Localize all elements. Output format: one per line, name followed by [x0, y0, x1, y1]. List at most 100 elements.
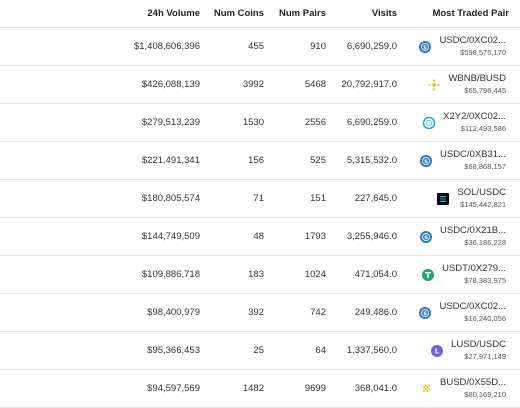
usdc-icon: $ [419, 306, 432, 319]
table-body: $1,408,606,396 455 910 6,690,259.0 $ USD… [0, 28, 520, 408]
pair-volume: $598,575,170 [460, 47, 506, 57]
usdc-icon: $ [420, 154, 432, 167]
cell-visits: 1,337,560.0 [346, 345, 397, 356]
pair-name-link[interactable]: LUSD/USDC [451, 338, 506, 350]
cell-most-traded-pair[interactable]: X2Y2/0XC02... $112,493,586 [397, 111, 520, 135]
cell-num-pairs: 9699 [304, 383, 326, 394]
pair-name-link[interactable]: USDC/0XC02... [439, 300, 506, 312]
table-row[interactable]: $109,886,718 183 1024 471,054.0 USDT/0X2… [0, 256, 520, 294]
svg-text:L: L [435, 347, 440, 355]
cell-num-coins: 71 [253, 193, 264, 204]
svg-text:$: $ [424, 159, 428, 165]
table-row[interactable]: $426,088,139 3992 5468 20,792,917.0 WBNB… [0, 66, 520, 104]
cell-24h-volume: $95,366,453 [147, 345, 200, 356]
cell-most-traded-pair[interactable]: $ USDC/0X21B... $36,186,228 [397, 225, 520, 249]
cell-24h-volume: $94,597,569 [147, 383, 200, 394]
svg-text:$: $ [424, 45, 428, 51]
cell-num-coins: 1530 [242, 117, 264, 128]
pair-volume: $68,868,157 [464, 161, 506, 171]
pair-name-link[interactable]: X2Y2/0XC02... [443, 110, 506, 122]
cell-num-pairs: 525 [310, 155, 326, 166]
cell-24h-volume: $109,886,718 [141, 269, 200, 280]
header-num-coins[interactable]: Num Coins [213, 8, 264, 19]
cell-visits: 6,690,259.0 [346, 41, 397, 52]
cell-visits: 227,645.0 [354, 193, 397, 204]
cell-most-traded-pair[interactable]: $ USDC/0XB31... $68,868,157 [397, 149, 520, 173]
cell-num-pairs: 5468 [304, 79, 326, 90]
cell-24h-volume: $221,491,341 [141, 155, 200, 166]
cell-24h-volume: $180,805,574 [141, 193, 200, 204]
pair-volume: $16,240,056 [464, 313, 506, 323]
svg-text:$: $ [424, 235, 428, 241]
cell-24h-volume: $98,400,979 [147, 307, 200, 318]
pair-volume: $80,169,210 [464, 389, 506, 399]
cell-24h-volume: $279,513,239 [141, 117, 200, 128]
table-header: 24h Volume Num Coins Num Pairs Visits Mo… [0, 0, 520, 28]
table-row[interactable]: $180,805,574 71 151 227,645.0 SOL/USDC $… [0, 180, 520, 218]
usdt-icon [422, 268, 435, 281]
bnb-icon [428, 78, 441, 91]
table-row[interactable]: $95,366,453 25 64 1,337,560.0 L LUSD/USD… [0, 332, 520, 370]
cell-24h-volume: $426,088,139 [141, 79, 200, 90]
cell-most-traded-pair[interactable]: WBNB/BUSD $65,796,445 [397, 73, 520, 97]
svg-text:$: $ [424, 311, 428, 317]
table-row[interactable]: $279,513,239 1530 2556 6,690,259.0 X2Y2/… [0, 104, 520, 142]
cell-num-pairs: 64 [315, 345, 326, 356]
cell-num-coins: 455 [248, 41, 264, 52]
cell-most-traded-pair[interactable]: $ USDC/0XC02... $16,240,056 [397, 301, 520, 325]
table-row[interactable]: $98,400,979 392 742 249,486.0 $ USDC/0XC… [0, 294, 520, 332]
table-row[interactable]: $94,597,569 1482 9699 368,041.0 BUSD/0X5… [0, 370, 520, 408]
cell-num-pairs: 910 [310, 41, 326, 52]
cell-num-pairs: 742 [310, 307, 326, 318]
cell-24h-volume: $144,749,509 [141, 231, 200, 242]
cell-num-coins: 183 [248, 269, 264, 280]
lusd-icon: L [431, 344, 444, 357]
cell-num-pairs: 1024 [304, 269, 326, 280]
pair-volume: $78,383,975 [464, 275, 506, 285]
cell-most-traded-pair[interactable]: USDT/0X279... $78,383,975 [397, 263, 520, 287]
cell-most-traded-pair[interactable]: $ USDC/0XC02... $598,575,170 [397, 35, 520, 59]
header-24h-volume[interactable]: 24h Volume [147, 8, 200, 19]
cell-visits: 471,054.0 [354, 269, 397, 280]
pair-name-link[interactable]: USDC/0XB31... [440, 148, 506, 160]
pair-volume: $36,186,228 [464, 237, 506, 247]
cell-most-traded-pair[interactable]: BUSD/0X55D... $80,169,210 [397, 377, 520, 401]
cell-num-pairs: 1793 [304, 231, 326, 242]
cell-most-traded-pair[interactable]: L LUSD/USDC $27,971,149 [397, 339, 520, 363]
busd-icon [420, 383, 432, 395]
cell-num-coins: 1482 [242, 383, 264, 394]
cell-num-coins: 3992 [242, 79, 264, 90]
cell-num-coins: 156 [248, 155, 264, 166]
cell-num-coins: 392 [248, 307, 264, 318]
pair-volume: $27,971,149 [464, 351, 506, 361]
pair-volume: $145,442,821 [460, 199, 506, 209]
pair-name-link[interactable]: WBNB/BUSD [448, 72, 506, 84]
cell-24h-volume: $1,408,606,396 [133, 41, 200, 52]
cell-num-coins: 48 [253, 231, 264, 242]
pair-name-link[interactable]: SOL/USDC [457, 186, 506, 198]
pair-name-link[interactable]: USDC/0XC02... [439, 34, 506, 46]
pair-name-link[interactable]: BUSD/0X55D... [440, 376, 506, 388]
cell-most-traded-pair[interactable]: SOL/USDC $145,442,821 [397, 187, 520, 211]
header-most-traded-pair[interactable]: Most Traded Pair [397, 8, 520, 19]
cell-visits: 249,486.0 [354, 307, 397, 318]
cell-visits: 20,792,917.0 [341, 79, 397, 90]
usdc-icon: $ [420, 230, 432, 243]
header-visits[interactable]: Visits [371, 8, 397, 19]
pair-name-link[interactable]: USDT/0X279... [442, 262, 506, 274]
cell-num-pairs: 151 [310, 193, 326, 204]
header-num-pairs[interactable]: Num Pairs [279, 8, 326, 19]
cell-visits: 3,255,946.0 [346, 231, 397, 242]
table-row[interactable]: $144,749,509 48 1793 3,255,946.0 $ USDC/… [0, 218, 520, 256]
sol-icon [437, 192, 450, 205]
header-most-traded-pair-label: Most Traded Pair [432, 8, 509, 19]
pair-name-link[interactable]: USDC/0X21B... [440, 224, 506, 236]
table-row[interactable]: $1,408,606,396 455 910 6,690,259.0 $ USD… [0, 28, 520, 66]
cell-num-coins: 25 [253, 345, 264, 356]
cell-num-pairs: 2556 [304, 117, 326, 128]
x2y2-icon [423, 116, 436, 129]
cell-visits: 6,690,259.0 [346, 117, 397, 128]
cell-visits: 5,315,532.0 [346, 155, 397, 166]
table-row[interactable]: $221,491,341 156 525 5,315,532.0 $ USDC/… [0, 142, 520, 180]
